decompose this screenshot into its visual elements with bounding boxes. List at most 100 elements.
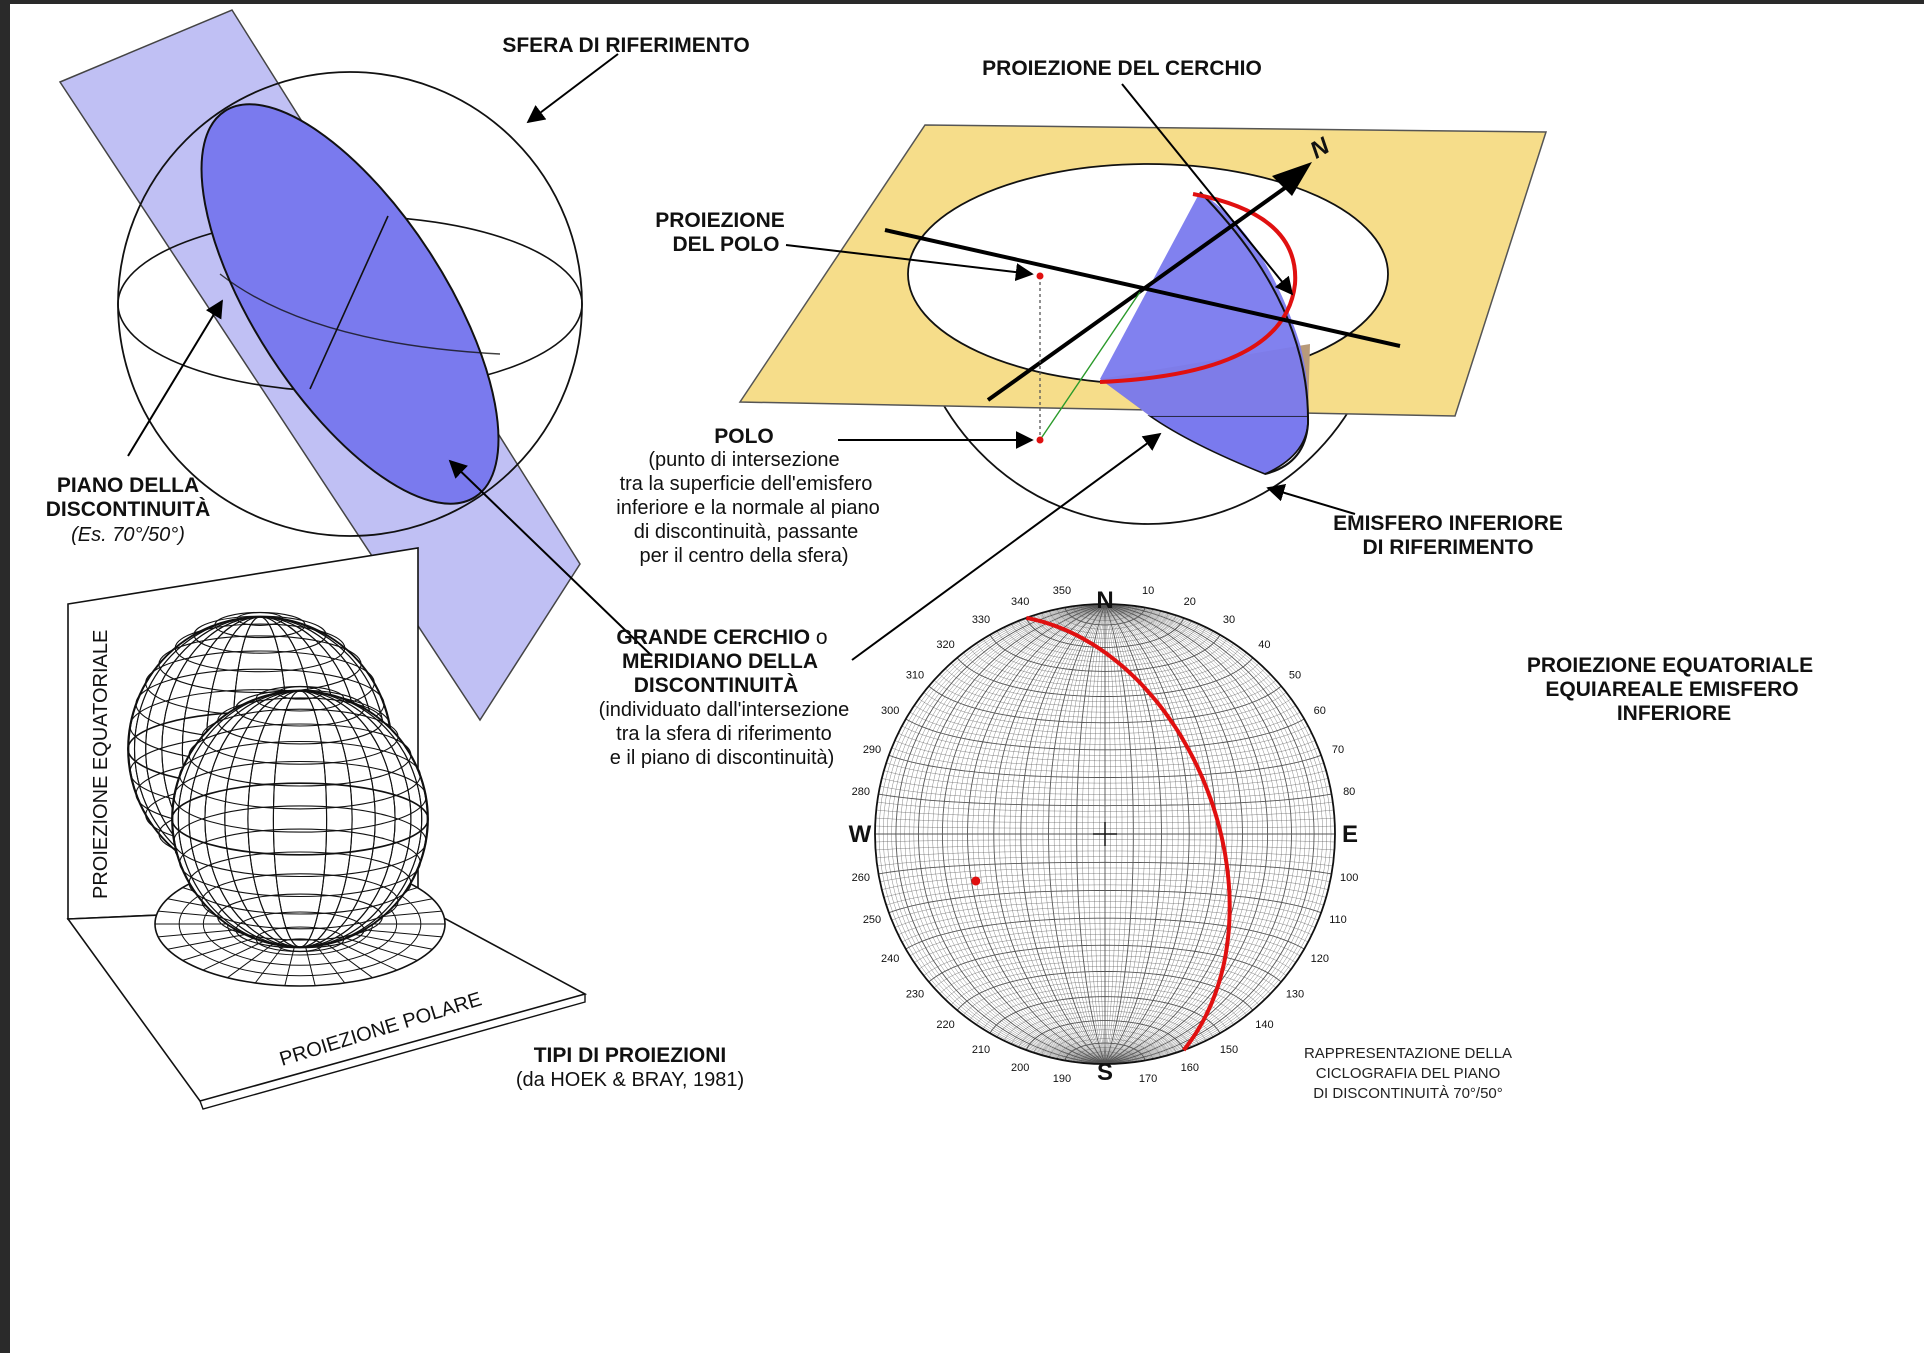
- azimuth-label: 130: [1286, 988, 1304, 1000]
- net-parallel: [891, 747, 1319, 773]
- cardinal-w: W: [849, 821, 872, 848]
- net-parallel: [982, 638, 1228, 677]
- diagram-canvas: N PROIEZIONE EQUATORIALE PROIEZIONE POLA…: [10, 4, 1924, 1353]
- net-parallel: [1064, 1042, 1146, 1061]
- label-proj-eq-1: PROIEZIONE EQUATORIALE: [1527, 654, 1813, 677]
- net-parallel: [1080, 1051, 1130, 1063]
- net-parallel: [914, 705, 1296, 740]
- net-parallel: [877, 801, 1333, 812]
- net-parallel: [923, 939, 1287, 976]
- label-proiezione-polo-2: DEL POLO: [673, 233, 780, 256]
- net-parallel: [914, 928, 1296, 963]
- net-parallel: [878, 793, 1332, 807]
- azimuth-label: 230: [906, 988, 924, 1000]
- net-parallel: [891, 895, 1319, 921]
- stereonet-outline: [874, 603, 1336, 1065]
- azimuth-label: 350: [1053, 585, 1071, 597]
- cardinal-n: N: [1096, 587, 1113, 614]
- label-proj-eq-3: INFERIORE: [1617, 702, 1731, 725]
- projected-great-circle: [1099, 192, 1298, 384]
- net-parallel: [1004, 1006, 1206, 1041]
- normal-line: [1039, 291, 1141, 441]
- label-grande-1: GRANDE CERCHIO o: [616, 626, 827, 649]
- azimuth-label: 160: [1181, 1062, 1199, 1074]
- net-parallel: [1057, 608, 1153, 630]
- label-rappr-2: CICLOGRAFIA DEL PIANO: [1316, 1065, 1501, 1082]
- plane-section-upper: [1100, 192, 1309, 416]
- net-parallel: [876, 809, 1334, 818]
- net-parallel: [1096, 1059, 1114, 1064]
- net-parallel: [901, 725, 1309, 756]
- net-parallel: [909, 711, 1301, 745]
- azimuth-label: 10: [1142, 585, 1154, 597]
- net-parallel: [982, 991, 1228, 1030]
- projection-types-figure: PROIEZIONE EQUATORIALE PROIEZIONE POLARE: [66, 547, 588, 1110]
- label-polo: POLO: [714, 425, 774, 448]
- azimuth-label: 80: [1343, 786, 1355, 798]
- net-parallel: [894, 901, 1316, 928]
- azimuth-label: 200: [1011, 1062, 1029, 1074]
- stereonet-azimuth-labels: 10 20 30 40 50 60 70 80 100 110 120 130 140 150 160 170…: [852, 585, 1359, 1085]
- net-parallel: [1072, 606, 1138, 621]
- label-rappr-3: DI DISCONTINUITÀ 70°/50°: [1313, 1085, 1503, 1102]
- disc-strike-line: [309, 215, 389, 390]
- net-parallel: [923, 692, 1287, 729]
- label-emisfero-2: DI RIFERIMENTO: [1362, 536, 1533, 559]
- net-parallel: [976, 986, 1234, 1025]
- globe-parallel: [179, 828, 421, 898]
- net-parallel: [933, 679, 1277, 718]
- net-parallel: [881, 778, 1329, 795]
- net-parallel: [969, 647, 1241, 687]
- net-parallel: [886, 762, 1324, 784]
- label-polo-desc-3: inferiore e la normale al piano: [616, 497, 880, 519]
- stereonet-pole: [971, 876, 981, 886]
- azimuth-label: 140: [1255, 1019, 1273, 1031]
- label-grande-3: DISCONTINUITÀ: [634, 674, 799, 697]
- cardinal-e: E: [1342, 821, 1358, 848]
- azimuth-label: 40: [1258, 639, 1270, 651]
- net-parallel: [1096, 604, 1114, 609]
- net-parallel: [898, 907, 1312, 935]
- label-polo-desc-1: (punto di intersezione: [648, 449, 839, 471]
- net-parallel: [996, 1001, 1214, 1038]
- label-tipi-1: TIPI DI PROIEZIONI: [534, 1044, 727, 1067]
- label-polo-desc-4: di discontinuità, passante: [634, 521, 859, 543]
- arrow-grande-left: [448, 459, 653, 657]
- net-parallel: [876, 850, 1334, 859]
- net-parallel: [1004, 627, 1206, 662]
- label-piano-2: DISCONTINUITÀ: [46, 498, 211, 521]
- great-circle-disc: [200, 103, 500, 505]
- arrow-sfera: [526, 53, 619, 124]
- label-grande-2: MERIDIANO DELLA: [622, 650, 818, 673]
- net-parallel: [989, 996, 1221, 1034]
- label-proj-eq-2: EQUIAREALE EMISFERO: [1545, 678, 1798, 701]
- net-parallel: [883, 770, 1327, 789]
- stereographic-projection-diagram: N PROIEZIONE EQUATORIALE PROIEZIONE POLA…: [46, 9, 1813, 1110]
- north-arrow-head: [1272, 162, 1312, 196]
- net-parallel: [969, 981, 1241, 1021]
- label-piano-3: (Es. 70°/50°): [71, 524, 185, 546]
- net-parallel: [898, 733, 1312, 761]
- net-parallel: [945, 960, 1265, 1000]
- floor-panel-thickness: [199, 994, 586, 1110]
- label-sfera: SFERA DI RIFERIMENTO: [502, 34, 749, 57]
- net-parallel: [1049, 1034, 1161, 1058]
- globe-parallel: [171, 782, 429, 856]
- label-polo-desc-2: tra la superficie dell'emisfero: [620, 473, 873, 495]
- net-parallel: [963, 652, 1247, 692]
- net-parallel: [909, 923, 1301, 957]
- net-parallel: [878, 861, 1332, 875]
- label-grande-desc-2: tra la sfera di riferimento: [616, 723, 832, 745]
- azimuth-label: 260: [852, 872, 870, 884]
- net-parallel: [1049, 610, 1161, 634]
- net-parallel: [950, 662, 1260, 702]
- azimuth-label: 300: [881, 705, 899, 717]
- azimuth-label: 50: [1289, 670, 1301, 682]
- azimuth-label: 170: [1139, 1073, 1157, 1085]
- label-grande-desc-1: (individuato dall'intersezione: [599, 699, 850, 721]
- annotation-arrows: [127, 53, 1356, 661]
- lower-hemisphere-figure: N: [738, 124, 1548, 525]
- net-parallel: [1057, 1038, 1153, 1060]
- net-parallel: [963, 976, 1247, 1016]
- label-grande-desc-3: e il piano di discontinuità): [610, 747, 835, 769]
